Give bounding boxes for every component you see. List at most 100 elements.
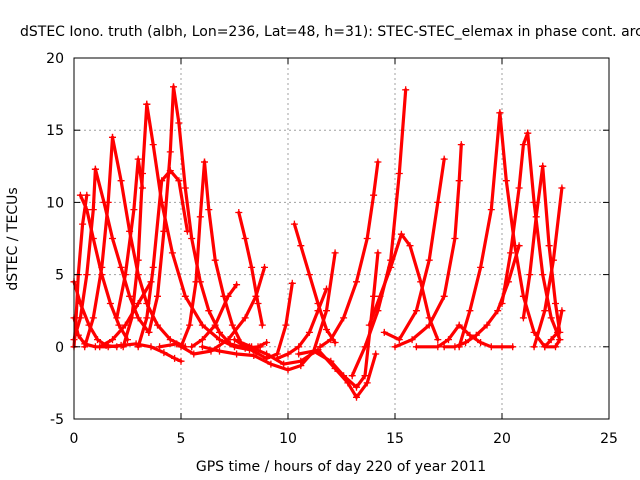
data-point (190, 350, 198, 358)
data-point (340, 372, 348, 380)
series-33 (440, 242, 523, 351)
data-point (440, 155, 448, 163)
data-point (115, 321, 123, 329)
data-point (395, 336, 403, 344)
data-point (515, 184, 523, 192)
data-point (370, 191, 378, 199)
data-point (361, 372, 369, 380)
data-point (331, 249, 339, 257)
data-point (466, 307, 474, 315)
series-30 (380, 155, 448, 344)
data-point (305, 328, 313, 336)
series-19 (188, 281, 241, 351)
data-point (391, 343, 399, 351)
series-trace (367, 232, 440, 342)
data-point (134, 256, 142, 264)
y-tick-label: 5 (55, 268, 64, 284)
data-point (181, 292, 189, 300)
data-point (134, 314, 142, 322)
data-point (109, 336, 116, 344)
data-point (188, 235, 196, 242)
plot-frame (73, 57, 610, 420)
data-point (323, 285, 330, 293)
data-point (361, 343, 369, 351)
data-point (402, 86, 410, 94)
data-point (183, 227, 191, 235)
data-point (305, 271, 313, 279)
data-point (149, 141, 157, 149)
data-point (284, 350, 292, 358)
data-point (228, 321, 236, 329)
data-point (558, 307, 566, 315)
data-point (496, 109, 504, 117)
y-tick-label: -5 (50, 412, 64, 428)
data-point (406, 242, 414, 250)
series-21 (235, 209, 266, 329)
data-point (166, 336, 174, 344)
data-point (143, 100, 151, 108)
data-point (539, 162, 547, 170)
series-trace (521, 164, 545, 320)
data-point (205, 206, 213, 214)
data-point (353, 278, 360, 286)
series-15 (134, 167, 191, 351)
data-point (297, 357, 305, 365)
data-point (434, 343, 442, 351)
data-point (81, 343, 89, 351)
y-tick-label: 15 (46, 123, 64, 139)
data-point (186, 321, 194, 329)
data-point (331, 339, 339, 346)
data-point (284, 366, 292, 374)
data-point (556, 336, 564, 344)
data-point (145, 328, 153, 336)
data-point (440, 292, 448, 300)
data-point (267, 360, 275, 368)
x-tick-label: 20 (493, 431, 511, 447)
data-point (192, 278, 200, 286)
data-point (455, 343, 463, 351)
data-point (233, 350, 241, 358)
data-point (109, 133, 116, 141)
data-point (549, 256, 557, 264)
data-point (472, 331, 480, 339)
data-point (370, 292, 378, 300)
series-32 (412, 321, 517, 351)
series-29 (365, 230, 442, 344)
series-25 (273, 285, 330, 362)
data-point (552, 300, 559, 307)
series-trace (297, 251, 380, 389)
data-point (519, 314, 527, 322)
data-point (541, 307, 549, 315)
series-40 (530, 184, 566, 351)
data-point (109, 235, 116, 242)
x-tick-label: 0 (70, 431, 79, 447)
data-point (353, 393, 360, 401)
data-point (168, 249, 176, 257)
series-24 (290, 220, 339, 346)
data-point (425, 321, 433, 329)
data-point (175, 119, 183, 127)
data-point (231, 336, 238, 344)
data-point (323, 307, 330, 315)
series-trace (158, 265, 267, 356)
data-point (554, 328, 562, 336)
data-point (246, 343, 253, 351)
series-trace (275, 287, 329, 360)
data-point (89, 206, 97, 214)
x-tick-label: 10 (279, 431, 297, 447)
x-tick-label: 25 (600, 431, 618, 447)
data-point (477, 339, 485, 346)
data-point (316, 343, 324, 351)
data-point (173, 340, 181, 348)
data-point (181, 184, 189, 192)
data-point (113, 314, 121, 322)
data-point (466, 331, 474, 339)
data-point (412, 307, 420, 315)
data-point (483, 321, 491, 329)
data-point (530, 198, 538, 206)
data-point (130, 206, 138, 214)
series-trace (200, 251, 337, 372)
y-tick-label: 0 (55, 340, 64, 356)
data-point (104, 343, 112, 351)
data-point (224, 336, 232, 344)
